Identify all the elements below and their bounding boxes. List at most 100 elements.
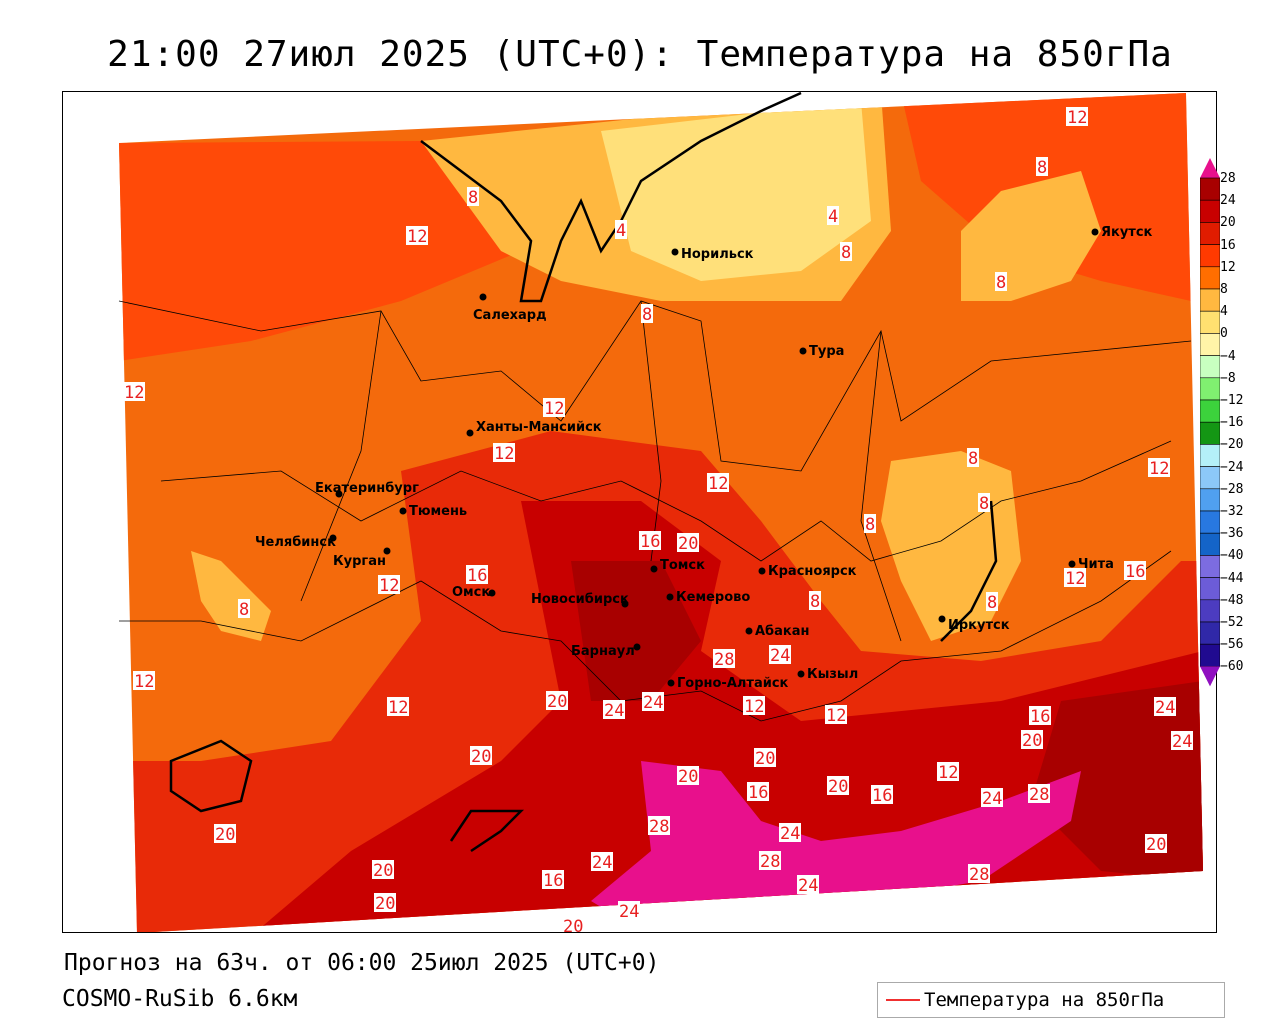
city-dot-icon [399, 507, 407, 515]
city-marker[interactable]: Горно-Алтайск [667, 676, 789, 691]
colorbar-tick-label: −12 [1220, 393, 1244, 408]
contour-value: 4 [828, 207, 838, 227]
temperature-map[interactable]: 12 8 12 8 4 4 8 8 8 12 12 12 12 12 8 8 8 12 16 16 20 12 8 8 12 16… [62, 91, 1217, 933]
colorbar-swatch [1200, 621, 1220, 645]
contour-label: 24 [779, 823, 801, 844]
contour-label: 8 [864, 514, 876, 535]
contour-value: 20 [375, 894, 395, 914]
contour-value: 16 [748, 783, 768, 803]
contour-value: 20 [1146, 835, 1166, 855]
city-marker[interactable]: Кызыл [797, 667, 859, 682]
city-dot-icon [799, 347, 807, 355]
city-marker[interactable]: Новосибирск [531, 592, 629, 608]
city-label: Омск [452, 585, 490, 600]
city-marker[interactable]: Якутск [1091, 225, 1153, 240]
contour-label: 28 [648, 816, 670, 837]
colorbar-under-arrow [1200, 666, 1220, 687]
city-marker[interactable]: Красноярск [758, 564, 857, 579]
city-dot-icon [650, 565, 658, 573]
city-marker[interactable]: Курган [333, 547, 391, 570]
contour-label: 28 [968, 864, 990, 885]
city-marker[interactable]: Томск [650, 558, 706, 573]
city-label: Барнаул [571, 644, 635, 659]
city-marker[interactable]: Норильск [671, 247, 754, 262]
city-label: Тура [809, 344, 844, 359]
city-marker[interactable]: Омск [452, 585, 496, 600]
colorbar-tick-label: −4 [1220, 348, 1236, 364]
city-label: Иркутск [948, 618, 1010, 633]
contour-label: 12 [406, 226, 428, 247]
contour-label: 8 [467, 187, 479, 208]
city-label: Якутск [1101, 225, 1153, 240]
contour-value: 20 [828, 777, 848, 797]
city-marker[interactable]: Салехард [473, 293, 547, 324]
contour-value: 24 [798, 876, 818, 896]
city-dot-icon [621, 600, 629, 608]
colorbar-swatch [1200, 510, 1220, 534]
colorbar-swatch [1200, 555, 1220, 578]
city-marker[interactable]: Екатеринбург [315, 481, 419, 498]
city-marker[interactable]: Тура [799, 344, 845, 359]
contour-label: 8 [641, 304, 653, 325]
city-marker[interactable]: Кемерово [666, 590, 751, 605]
contour-label: 28 [759, 851, 781, 872]
city-marker[interactable]: Ханты-Мансийск [466, 420, 602, 437]
contour-value: 12 [388, 698, 408, 718]
colorbar-tick-label: −16 [1220, 415, 1244, 431]
city-dot-icon [1068, 560, 1076, 568]
city-marker[interactable]: Челябинск [255, 534, 337, 551]
contour-label: 24 [618, 901, 640, 922]
colorbar-tick-label: −36 [1220, 526, 1244, 542]
contour-label: 20 [754, 748, 776, 769]
city-dot-icon [335, 490, 343, 498]
contour-value: 24 [619, 902, 639, 922]
contour-value: 12 [407, 227, 427, 247]
contour-label: 24 [1171, 731, 1193, 752]
city-dot-icon [488, 589, 496, 597]
city-marker[interactable]: Иркутск [938, 615, 1010, 634]
contour-value: 12 [494, 444, 514, 464]
colorbar-tick-label: −60 [1220, 659, 1244, 675]
contour-value: 8 [968, 449, 978, 469]
contour-value: 16 [467, 566, 487, 586]
contour-value: 8 [468, 188, 478, 208]
contour-label: 12 [543, 398, 565, 419]
contour-label: 12 [378, 575, 400, 596]
zone-28-plus [591, 761, 1081, 931]
contour-label: 12 [1066, 107, 1088, 128]
city-marker[interactable]: Чита [1068, 557, 1114, 572]
city-marker[interactable]: Абакан [745, 624, 810, 639]
contour-value: 20 [1022, 731, 1042, 751]
contour-label: 8 [1036, 157, 1048, 178]
contour-label: 12 [133, 671, 155, 692]
colorbar-tick-label: −48 [1220, 592, 1244, 608]
contour-label: 20 [1021, 730, 1043, 751]
contour-label: 20 [827, 776, 849, 797]
legend: Температура на 850гПа [877, 982, 1225, 1018]
contour-value: 12 [544, 399, 564, 419]
city-marker[interactable]: Тюмень [399, 504, 468, 519]
contour-value: 12 [134, 672, 154, 692]
contour-value: 8 [865, 515, 875, 535]
contour-label: 12 [123, 382, 145, 403]
contour-value: 12 [744, 697, 764, 717]
contour-label: 16 [871, 785, 893, 806]
contour-label: 16 [1029, 706, 1051, 727]
contour-label: 12 [1148, 458, 1170, 479]
contour-value: 8 [996, 273, 1006, 293]
city-dot-icon [633, 643, 641, 651]
contour-value: 24 [592, 853, 612, 873]
cities: Норильск Салехард Якутск Тура Ханты-Мансийск… [255, 225, 1153, 691]
contour-label: 24 [603, 700, 625, 721]
contour-label: 12 [825, 705, 847, 726]
contour-label: 20 [372, 860, 394, 881]
contour-label: 8 [986, 592, 998, 613]
contour-label: 24 [591, 852, 613, 873]
contour-value: 28 [969, 865, 989, 885]
contour-label: 12 [387, 697, 409, 718]
city-marker[interactable]: Барнаул [571, 643, 641, 660]
contour-value: 28 [1029, 785, 1049, 805]
city-label: Курган [333, 554, 386, 569]
city-dot-icon [479, 293, 487, 301]
contour-value: 12 [1065, 569, 1085, 589]
